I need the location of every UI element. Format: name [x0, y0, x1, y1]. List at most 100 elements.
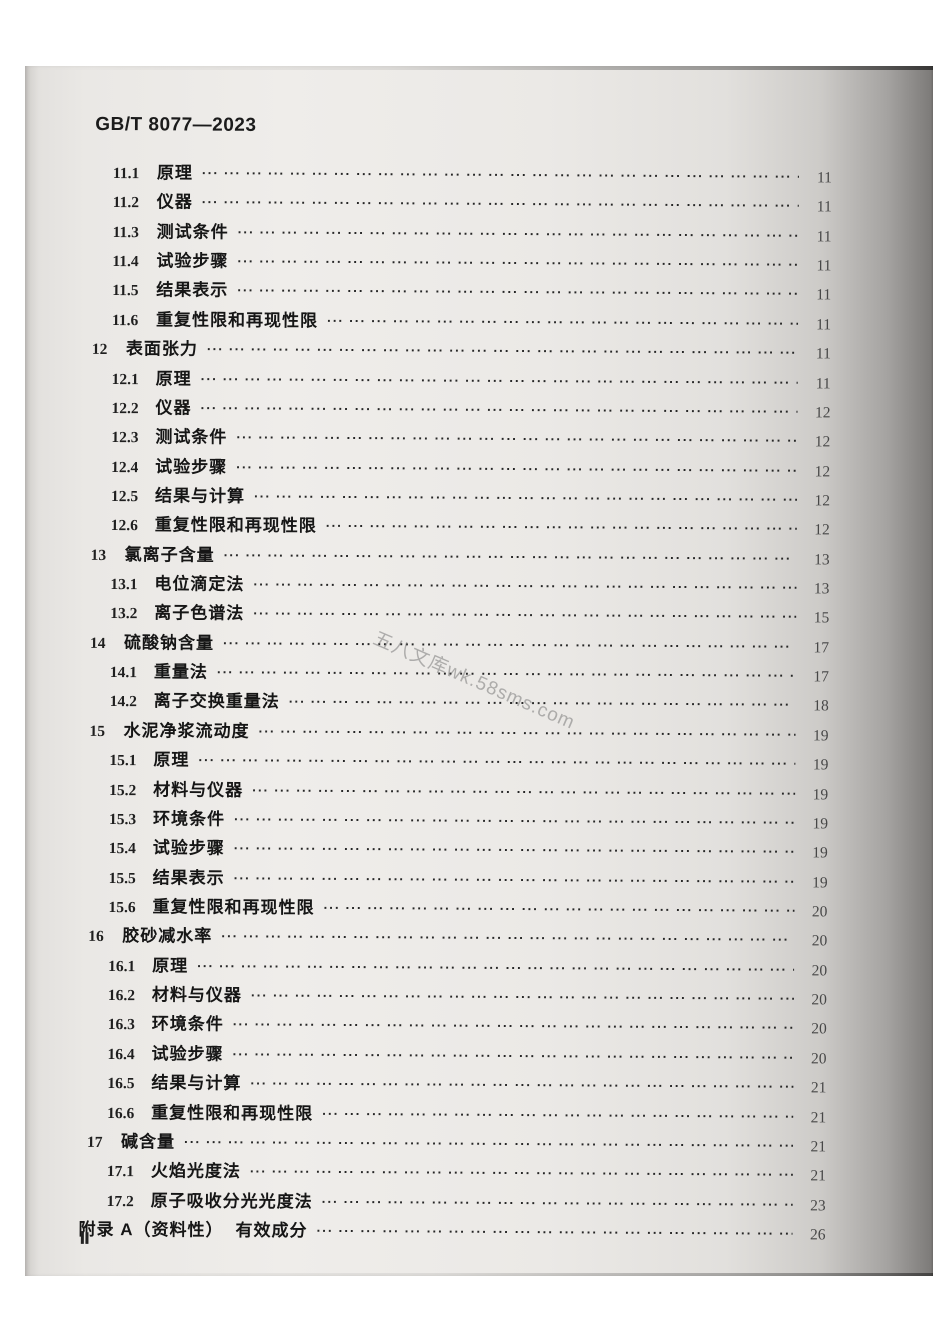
toc-entry-number: 11.6	[112, 311, 139, 330]
toc-entry-number: 17.2	[106, 1192, 134, 1210]
dot-leader: ··· ··· ··· ··· ··· ··· ··· ··· ··· ··· …	[216, 664, 796, 691]
toc-entry-page-number: 11	[816, 169, 832, 187]
toc-entry-title: 原理	[156, 163, 194, 183]
dot-leader: ··· ··· ··· ··· ··· ··· ··· ··· ··· ··· …	[200, 400, 798, 426]
toc-entry-page-number: 20	[811, 903, 828, 921]
toc-entry-page-number: 18	[813, 697, 829, 715]
toc-entry-title: 表面张力	[125, 339, 198, 359]
toc-entry-number: 15	[89, 722, 106, 740]
toc-entry-title: 试验步骤	[152, 838, 225, 859]
toc-entry-title: 原理	[152, 956, 189, 976]
toc-entry: 11.5 结果表示 ··· ··· ··· ··· ··· ··· ··· ··…	[24, 275, 831, 309]
standard-code-header: GB/T 8077—2023	[95, 113, 257, 136]
toc-entry-page-number: 17	[813, 668, 829, 686]
toc-entry-number: 16.3	[107, 1016, 135, 1034]
toc-entry-title: 测试条件	[155, 427, 228, 447]
toc-entry: 12 表面张力 ··· ··· ··· ··· ··· ··· ··· ··· …	[24, 334, 831, 368]
toc-entry-title: 离子交换重量法	[153, 691, 280, 712]
dot-leader: ··· ··· ··· ··· ··· ··· ··· ··· ··· ··· …	[323, 900, 795, 925]
dot-leader: ··· ··· ··· ··· ··· ··· ··· ··· ··· ··· …	[249, 1164, 793, 1190]
toc-entry-title: 离子色谱法	[154, 603, 245, 624]
toc-entry-page-number: 23	[810, 1196, 826, 1214]
toc-entry-title: 火焰光度法	[150, 1161, 241, 1182]
toc-entry-page-number: 21	[810, 1167, 826, 1185]
toc: 11.1 原理 ··· ··· ··· ··· ··· ··· ··· ··· …	[18, 158, 832, 1249]
toc-entry-number: 16.1	[108, 957, 136, 975]
toc-entry: 14.1 重量法 ··· ··· ··· ··· ··· ··· ··· ···…	[22, 657, 829, 691]
toc-entry-number: 15.6	[108, 899, 136, 917]
toc-entry-page-number: 19	[812, 756, 829, 774]
toc-entry-page-number: 19	[812, 785, 829, 803]
toc-entry-title: 试验步骤	[155, 456, 228, 477]
dot-leader: ··· ··· ··· ··· ··· ··· ··· ··· ··· ··· …	[252, 782, 796, 808]
toc-entry-number: 12.4	[111, 458, 139, 476]
toc-entry: 16 胶砂减水率 ··· ··· ··· ··· ··· ··· ··· ···…	[20, 921, 827, 955]
dot-leader: ··· ··· ··· ··· ··· ··· ··· ··· ··· ··· …	[250, 987, 795, 1014]
toc-entry-title: 重复性限和再现性限	[154, 515, 317, 536]
toc-entry-title: 结果与计算	[151, 1073, 242, 1093]
dot-leader: ··· ··· ··· ··· ··· ··· ··· ··· ··· ··· …	[201, 165, 800, 192]
toc-entry-number: 16.4	[107, 1045, 135, 1063]
toc-entry: 15.3 环境条件 ··· ··· ··· ··· ··· ··· ··· ··…	[21, 803, 828, 837]
toc-entry-number: 16.6	[107, 1104, 135, 1122]
toc-entry: 15 水泥净浆流动度 ··· ··· ··· ··· ··· ··· ··· ·…	[21, 715, 828, 749]
toc-entry-title: 原理	[155, 368, 192, 389]
toc-entry-number: 附录 A（资料性）	[78, 1219, 224, 1240]
dot-leader: ··· ··· ··· ··· ··· ··· ··· ··· ··· ··· …	[206, 341, 798, 368]
toc-entry-page-number: 13	[813, 580, 830, 598]
toc-entry: 12.1 原理 ··· ··· ··· ··· ··· ··· ··· ··· …	[24, 363, 831, 397]
toc-entry-number: 14.1	[109, 664, 138, 682]
toc-entry-number: 14	[90, 634, 106, 652]
toc-entry-title: 环境条件	[151, 1014, 224, 1035]
toc-entry: 17 碱含量 ··· ··· ··· ··· ··· ··· ··· ··· ·…	[19, 1126, 826, 1160]
dot-leader: ··· ··· ··· ··· ··· ··· ··· ··· ··· ··· …	[253, 488, 798, 515]
toc-entry-title: 材料与仪器	[151, 985, 242, 1005]
toc-entry-title: 仪器	[155, 398, 192, 418]
toc-entry-number: 17	[86, 1133, 103, 1151]
toc-entry-page-number: 12	[814, 492, 831, 510]
dot-leader: ··· ··· ··· ··· ··· ··· ··· ··· ··· ··· …	[223, 547, 797, 573]
toc-entry: 13.1 电位滴定法 ··· ··· ··· ··· ··· ··· ··· ·…	[22, 569, 829, 603]
toc-entry: 11.2 仪器 ··· ··· ··· ··· ··· ··· ··· ··· …	[25, 187, 832, 221]
toc-entry-number: 15.3	[108, 810, 137, 829]
toc-entry-number: 11.3	[112, 223, 139, 241]
toc-entry-page-number: 21	[810, 1138, 827, 1156]
dot-leader: ··· ··· ··· ··· ··· ··· ··· ··· ··· ··· …	[233, 841, 795, 867]
toc-entry-page-number: 11	[816, 257, 832, 275]
toc-entry-page-number: 15	[813, 609, 830, 627]
toc-entry-title: 重量法	[153, 662, 208, 682]
toc-entry: 16.1 原理 ··· ··· ··· ··· ··· ··· ··· ··· …	[20, 950, 827, 984]
toc-entry-number: 15.1	[109, 752, 137, 770]
toc-entry-page-number: 11	[816, 228, 832, 246]
toc-entry-number: 15.5	[108, 869, 136, 887]
toc-entry: 11.3 测试条件 ··· ··· ··· ··· ··· ··· ··· ··…	[25, 216, 832, 250]
toc-entry-page-number: 12	[814, 462, 831, 481]
toc-entry: 11.4 试验步骤 ··· ··· ··· ··· ··· ··· ··· ··…	[24, 246, 831, 280]
toc-entry: 11.1 原理 ··· ··· ··· ··· ··· ··· ··· ··· …	[25, 158, 832, 192]
toc-entry: 附录 A（资料性） 有效成分 ··· ··· ··· ··· ··· ··· ·…	[18, 1214, 825, 1249]
dot-leader: ··· ··· ··· ··· ··· ··· ··· ··· ··· ··· …	[325, 518, 797, 544]
dot-leader: ··· ··· ··· ··· ··· ··· ··· ··· ··· ··· …	[223, 635, 796, 661]
toc-entry-page-number: 19	[812, 815, 829, 833]
toc-entry: 15.5 结果表示 ··· ··· ··· ··· ··· ··· ··· ··…	[21, 862, 828, 896]
toc-entry: 12.2 仪器 ··· ··· ··· ··· ··· ··· ··· ··· …	[23, 392, 830, 426]
page-roman-numeral: Ⅱ	[79, 1228, 91, 1248]
toc-entry-title: 硫酸钠含量	[124, 632, 215, 653]
dot-leader: ··· ··· ··· ··· ··· ··· ··· ··· ··· ··· …	[237, 253, 799, 280]
toc-entry-page-number: 12	[814, 521, 830, 539]
toc-entry-title: 结果与计算	[154, 486, 246, 506]
toc-entry-title: 结果表示	[152, 867, 225, 888]
dot-leader: ··· ··· ··· ··· ··· ··· ··· ··· ··· ··· …	[316, 1223, 793, 1248]
dot-leader: ··· ··· ··· ··· ··· ··· ··· ··· ··· ··· …	[237, 224, 799, 251]
toc-entry-number: 15.2	[109, 781, 137, 799]
dot-leader: ··· ··· ··· ··· ··· ··· ··· ··· ··· ··· …	[250, 1076, 794, 1102]
toc-entry-page-number: 19	[812, 727, 829, 745]
toc-entry-number: 17.1	[106, 1163, 135, 1181]
toc-entry-page-number: 20	[811, 962, 828, 980]
toc-entry-title: 结果表示	[156, 280, 229, 301]
toc-entry-title: 胶砂减水率	[122, 926, 213, 947]
toc-entry-title: 重复性限和再现性限	[156, 310, 319, 331]
dot-leader: ··· ··· ··· ··· ··· ··· ··· ··· ··· ··· …	[237, 283, 799, 309]
dot-leader: ··· ··· ··· ··· ··· ··· ··· ··· ··· ··· …	[258, 723, 796, 750]
toc-entry: 15.1 原理 ··· ··· ··· ··· ··· ··· ··· ··· …	[21, 745, 828, 779]
